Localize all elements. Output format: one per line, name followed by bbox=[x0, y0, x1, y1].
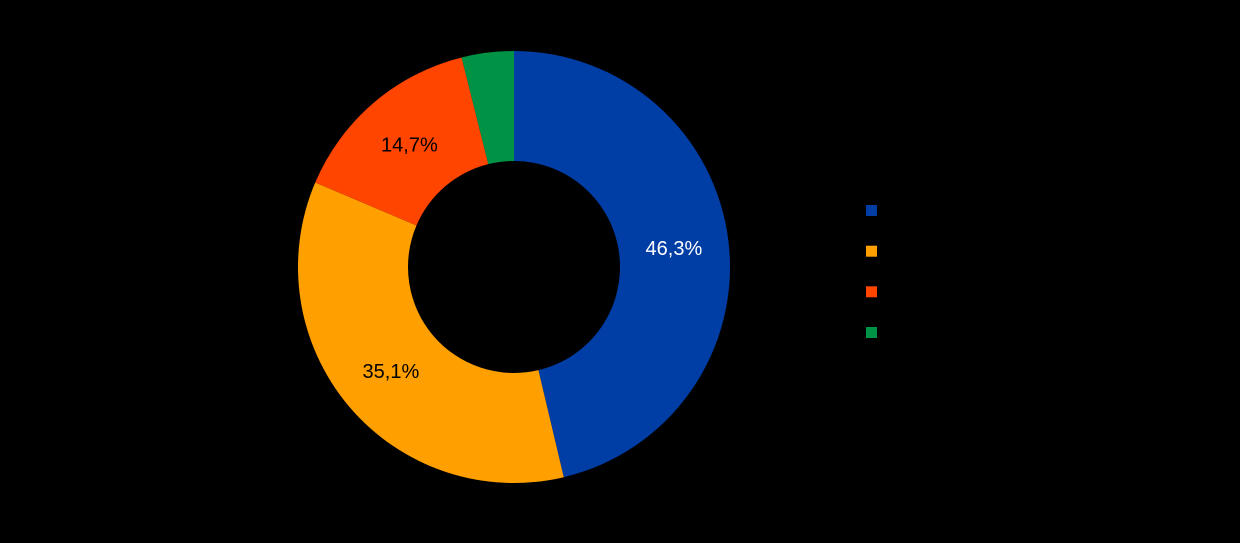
svg-text:14,7%: 14,7% bbox=[381, 135, 438, 157]
svg-text:35,1%: 35,1% bbox=[363, 361, 420, 383]
svg-text:46,3%: 46,3% bbox=[646, 238, 703, 260]
